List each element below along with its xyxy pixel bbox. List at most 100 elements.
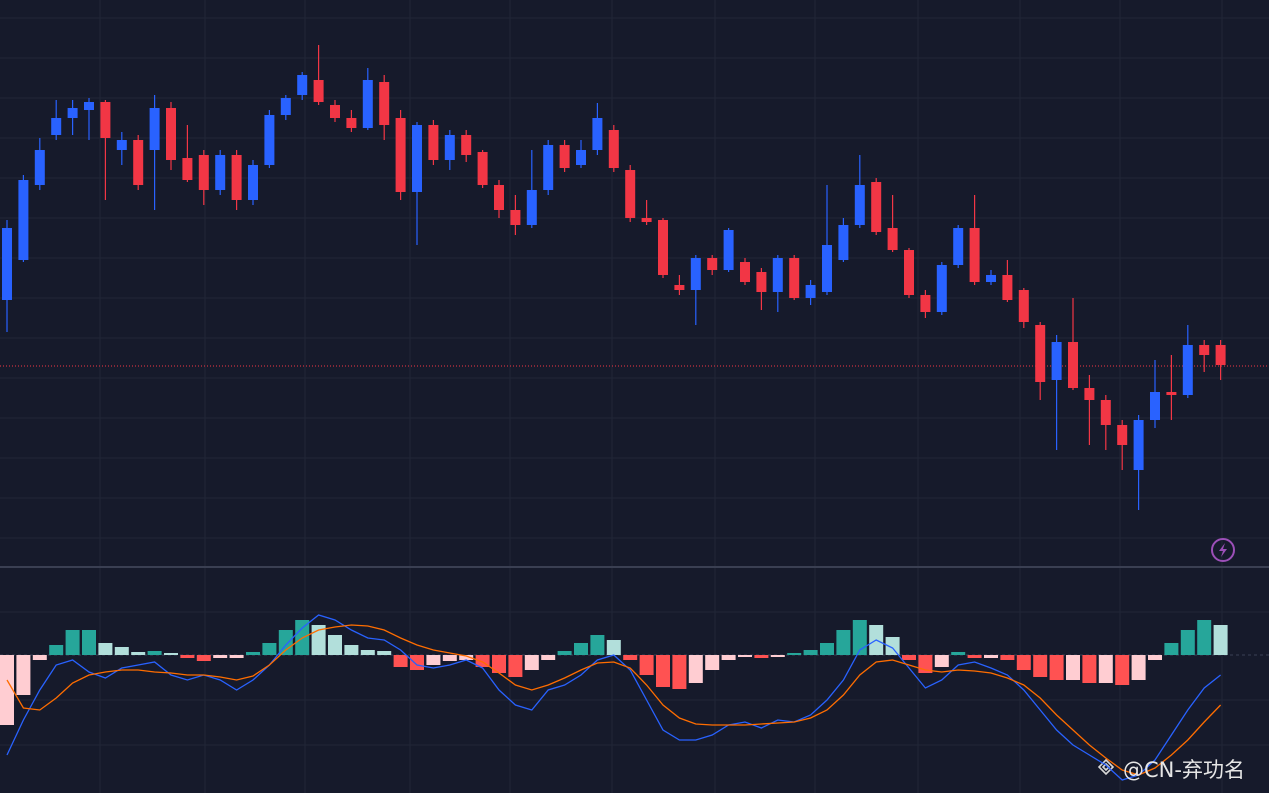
histogram-bar (328, 635, 342, 655)
histogram-bar (492, 655, 506, 673)
histogram-bar (393, 655, 408, 667)
histogram-bar (82, 630, 96, 655)
histogram-bar (32, 655, 47, 660)
histogram-bar (787, 653, 802, 655)
histogram-bar (410, 655, 424, 670)
histogram-bar (377, 651, 392, 655)
candle-body (772, 258, 783, 292)
histogram-bar (1000, 655, 1015, 660)
candle-body (51, 118, 62, 135)
candle-body (1051, 342, 1062, 380)
candle-body (461, 135, 472, 155)
histogram-bar (1049, 655, 1064, 680)
candle-body (1166, 392, 1177, 395)
candle-body (953, 228, 964, 265)
candle-body (822, 245, 832, 292)
candle-body (67, 108, 78, 118)
histogram-bar (49, 645, 64, 655)
candle-body (887, 228, 898, 250)
histogram-bar (934, 655, 949, 667)
candle-body (248, 165, 258, 200)
candle-body (330, 105, 340, 118)
candle-body (84, 102, 94, 110)
histogram-bar (803, 650, 818, 655)
candle-body (346, 118, 357, 128)
candle-body (313, 80, 324, 102)
candle-body (510, 210, 521, 225)
candle-body (166, 108, 176, 160)
histogram-bar (16, 655, 31, 695)
watermark: @CN-弃功名 (1123, 758, 1245, 782)
histogram-bar (426, 655, 441, 665)
histogram-bar (754, 655, 769, 658)
candle-body (789, 258, 800, 298)
histogram-bar (590, 635, 605, 655)
candle-body (559, 145, 570, 168)
histogram-bar (180, 655, 195, 658)
histogram-bar (574, 643, 588, 655)
histogram-bar (262, 643, 277, 655)
candle-body (18, 180, 29, 260)
histogram-bar (672, 655, 687, 689)
candle-body (494, 185, 504, 210)
histogram-bar (246, 652, 260, 655)
candle-body (854, 185, 865, 225)
candle-body (838, 225, 849, 260)
candle-body (34, 150, 45, 185)
histogram-bar (213, 655, 228, 658)
histogram-bar (196, 655, 211, 661)
histogram-bar (902, 655, 916, 660)
candle-body (625, 170, 636, 218)
histogram-bar (1180, 630, 1195, 655)
candle-body (592, 118, 603, 150)
candle-body (133, 140, 144, 185)
candle-body (920, 295, 931, 312)
candle-body (395, 118, 406, 192)
histogram-bar (98, 643, 113, 655)
histogram-bar (1164, 643, 1179, 655)
histogram-bar (852, 620, 867, 655)
histogram-bar (1131, 655, 1146, 680)
histogram-bar (311, 625, 326, 655)
histogram-bar (770, 655, 785, 657)
watermark-logo (1097, 758, 1115, 776)
candle-body (576, 150, 586, 165)
candle-body (362, 80, 373, 128)
candle-body (969, 228, 980, 282)
candle-body (412, 125, 422, 192)
histogram-bar (705, 655, 720, 670)
candle-body (477, 152, 488, 185)
macd-line (6, 624, 1222, 776)
histogram-bar (147, 651, 162, 655)
candle-body (1068, 342, 1078, 388)
candle-body (526, 190, 537, 225)
candle-body (1002, 275, 1013, 300)
candle-body (1084, 388, 1095, 400)
histogram-bar (606, 640, 621, 655)
candle-body (198, 155, 209, 190)
macd-line (6, 614, 1222, 781)
candle-body (379, 82, 390, 125)
histogram-bar (885, 637, 900, 655)
candle-body (100, 102, 111, 138)
candle-body (543, 145, 554, 190)
histogram-bar (1082, 655, 1097, 683)
histogram-bar (114, 647, 129, 655)
candle-body (182, 158, 193, 180)
candle-body (149, 108, 160, 150)
histogram-bar (967, 655, 982, 658)
histogram-bar (623, 655, 638, 660)
histogram-bar (639, 655, 654, 675)
histogram-bar (656, 655, 670, 687)
histogram-bar (360, 650, 375, 655)
candle-body (297, 75, 308, 95)
candle-body (707, 258, 718, 270)
candle-body (1018, 290, 1029, 322)
lightning-icon (1211, 538, 1235, 562)
candle-body (116, 140, 127, 150)
histogram-bar (164, 653, 178, 655)
histogram-bar (1148, 655, 1162, 660)
candle-body (2, 228, 12, 300)
